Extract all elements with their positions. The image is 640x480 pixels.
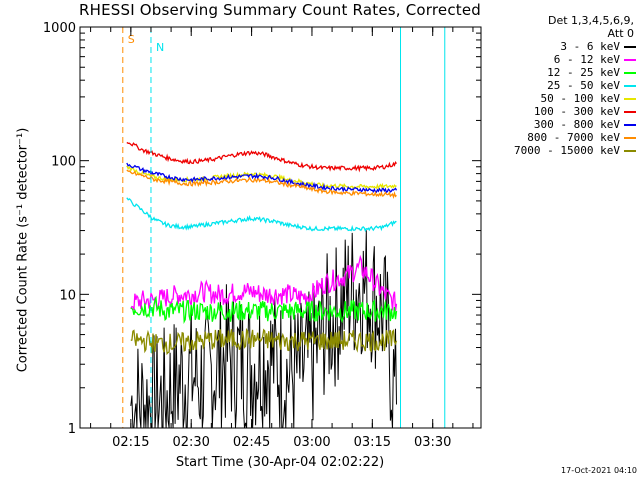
series-line [126, 165, 397, 190]
x-tick-label: 02:30 [172, 435, 209, 450]
legend-label: 7000 - 15000 keV [514, 144, 620, 157]
chart-title: RHESSI Observing Summary Count Rates, Co… [78, 1, 481, 19]
legend-swatch [624, 97, 636, 100]
legend-label: 800 - 7000 keV [527, 131, 620, 144]
y-tick-label: 100 [51, 155, 76, 170]
legend-label: 25 - 50 keV [547, 79, 620, 92]
legend-label: 300 - 800 keV [533, 118, 620, 131]
attenuator-label: Att 0 [607, 27, 634, 40]
legend-item: 300 - 800 keV [514, 118, 636, 131]
y-tick-label: 1000 [43, 21, 76, 36]
x-tick-label: 02:45 [233, 435, 270, 450]
x-tick-label: 03:30 [414, 435, 451, 450]
legend: 3 - 6 keV 6 - 12 keV 12 - 25 keV 25 - 50… [514, 40, 636, 157]
legend-label: 100 - 300 keV [533, 105, 620, 118]
legend-item: 12 - 25 keV [514, 66, 636, 79]
legend-item: 6 - 12 keV [514, 53, 636, 66]
x-axis-label: Start Time (30-Apr-04 02:02:22) [175, 455, 385, 470]
y-tick-label: 10 [59, 288, 76, 303]
legend-swatch [624, 110, 636, 113]
x-tick-label: 03:00 [293, 435, 330, 450]
legend-item: 25 - 50 keV [514, 79, 636, 92]
x-tick-label: 02:15 [112, 435, 149, 450]
series-line [126, 197, 397, 233]
legend-swatch [624, 136, 636, 139]
x-tick-label: 03:15 [354, 435, 391, 450]
series-line [130, 254, 398, 312]
plot-frame [79, 26, 482, 429]
legend-swatch [624, 58, 636, 61]
marker-label: S [128, 33, 135, 46]
legend-swatch [624, 71, 636, 74]
legend-swatch [624, 149, 636, 152]
legend-label: 6 - 12 keV [553, 53, 620, 66]
legend-label: 3 - 6 keV [560, 40, 620, 53]
legend-label: 12 - 25 keV [547, 66, 620, 79]
legend-swatch [624, 45, 636, 48]
detector-label: Det 1,3,4,5,6,9, [547, 14, 634, 27]
marker-label: N [156, 41, 164, 54]
series-line [126, 162, 398, 194]
y-tick-label: 1 [68, 422, 76, 437]
legend-swatch [624, 84, 636, 87]
generated-timestamp: 17-Oct-2021 04:10 [561, 466, 637, 475]
legend-item: 50 - 100 keV [514, 92, 636, 105]
legend-label: 50 - 100 keV [540, 92, 620, 105]
legend-item: 100 - 300 keV [514, 105, 636, 118]
legend-swatch [624, 123, 636, 126]
legend-item: 7000 - 15000 keV [514, 144, 636, 157]
series-line [126, 169, 397, 200]
series-line [130, 230, 397, 429]
series-line [130, 295, 398, 325]
series-line [130, 327, 398, 356]
y-axis-label: Corrected Count Rate (s⁻¹ detector⁻¹) [15, 127, 31, 373]
legend-item: 800 - 7000 keV [514, 131, 636, 144]
legend-item: 3 - 6 keV [514, 40, 636, 53]
series-line [126, 141, 398, 173]
